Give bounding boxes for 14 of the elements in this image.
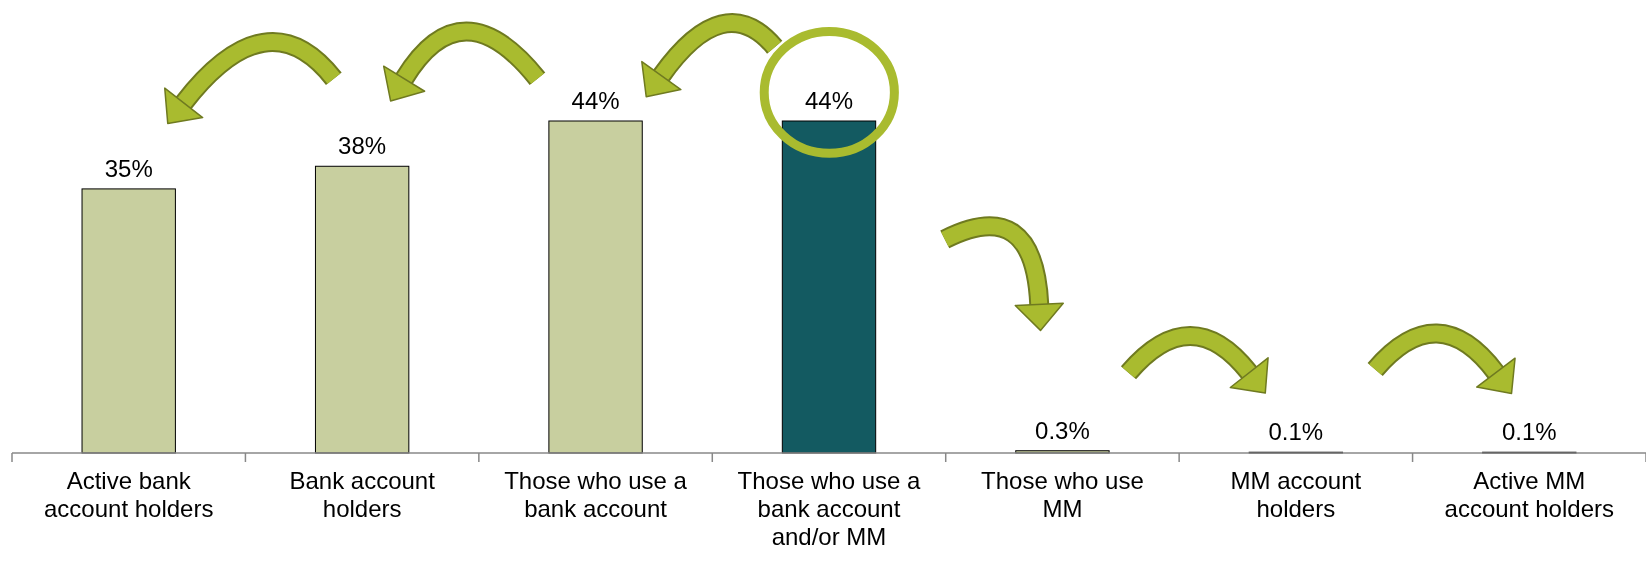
x-tick-label: Active MM account holders xyxy=(1444,467,1615,522)
x-tick-label: Those who use MM xyxy=(981,467,1144,522)
x-tick-label: MM account holders xyxy=(1230,467,1362,522)
x-tick-label: Bank account holders xyxy=(289,467,436,522)
data-label: 35% xyxy=(104,154,153,182)
x-tick-label: Active bank account holders xyxy=(43,467,214,522)
x-tick-label: Those who use a bank account and/or MM xyxy=(737,467,922,550)
x-tick-label: Those who use a bank account xyxy=(504,467,688,522)
data-label: 44% xyxy=(804,87,854,114)
data-label: 38% xyxy=(338,132,387,160)
data-label: 0.3% xyxy=(1035,416,1090,444)
data-label: 0.1% xyxy=(1501,418,1557,446)
data-label: 0.1% xyxy=(1268,418,1324,446)
data-label: 44% xyxy=(571,87,620,114)
